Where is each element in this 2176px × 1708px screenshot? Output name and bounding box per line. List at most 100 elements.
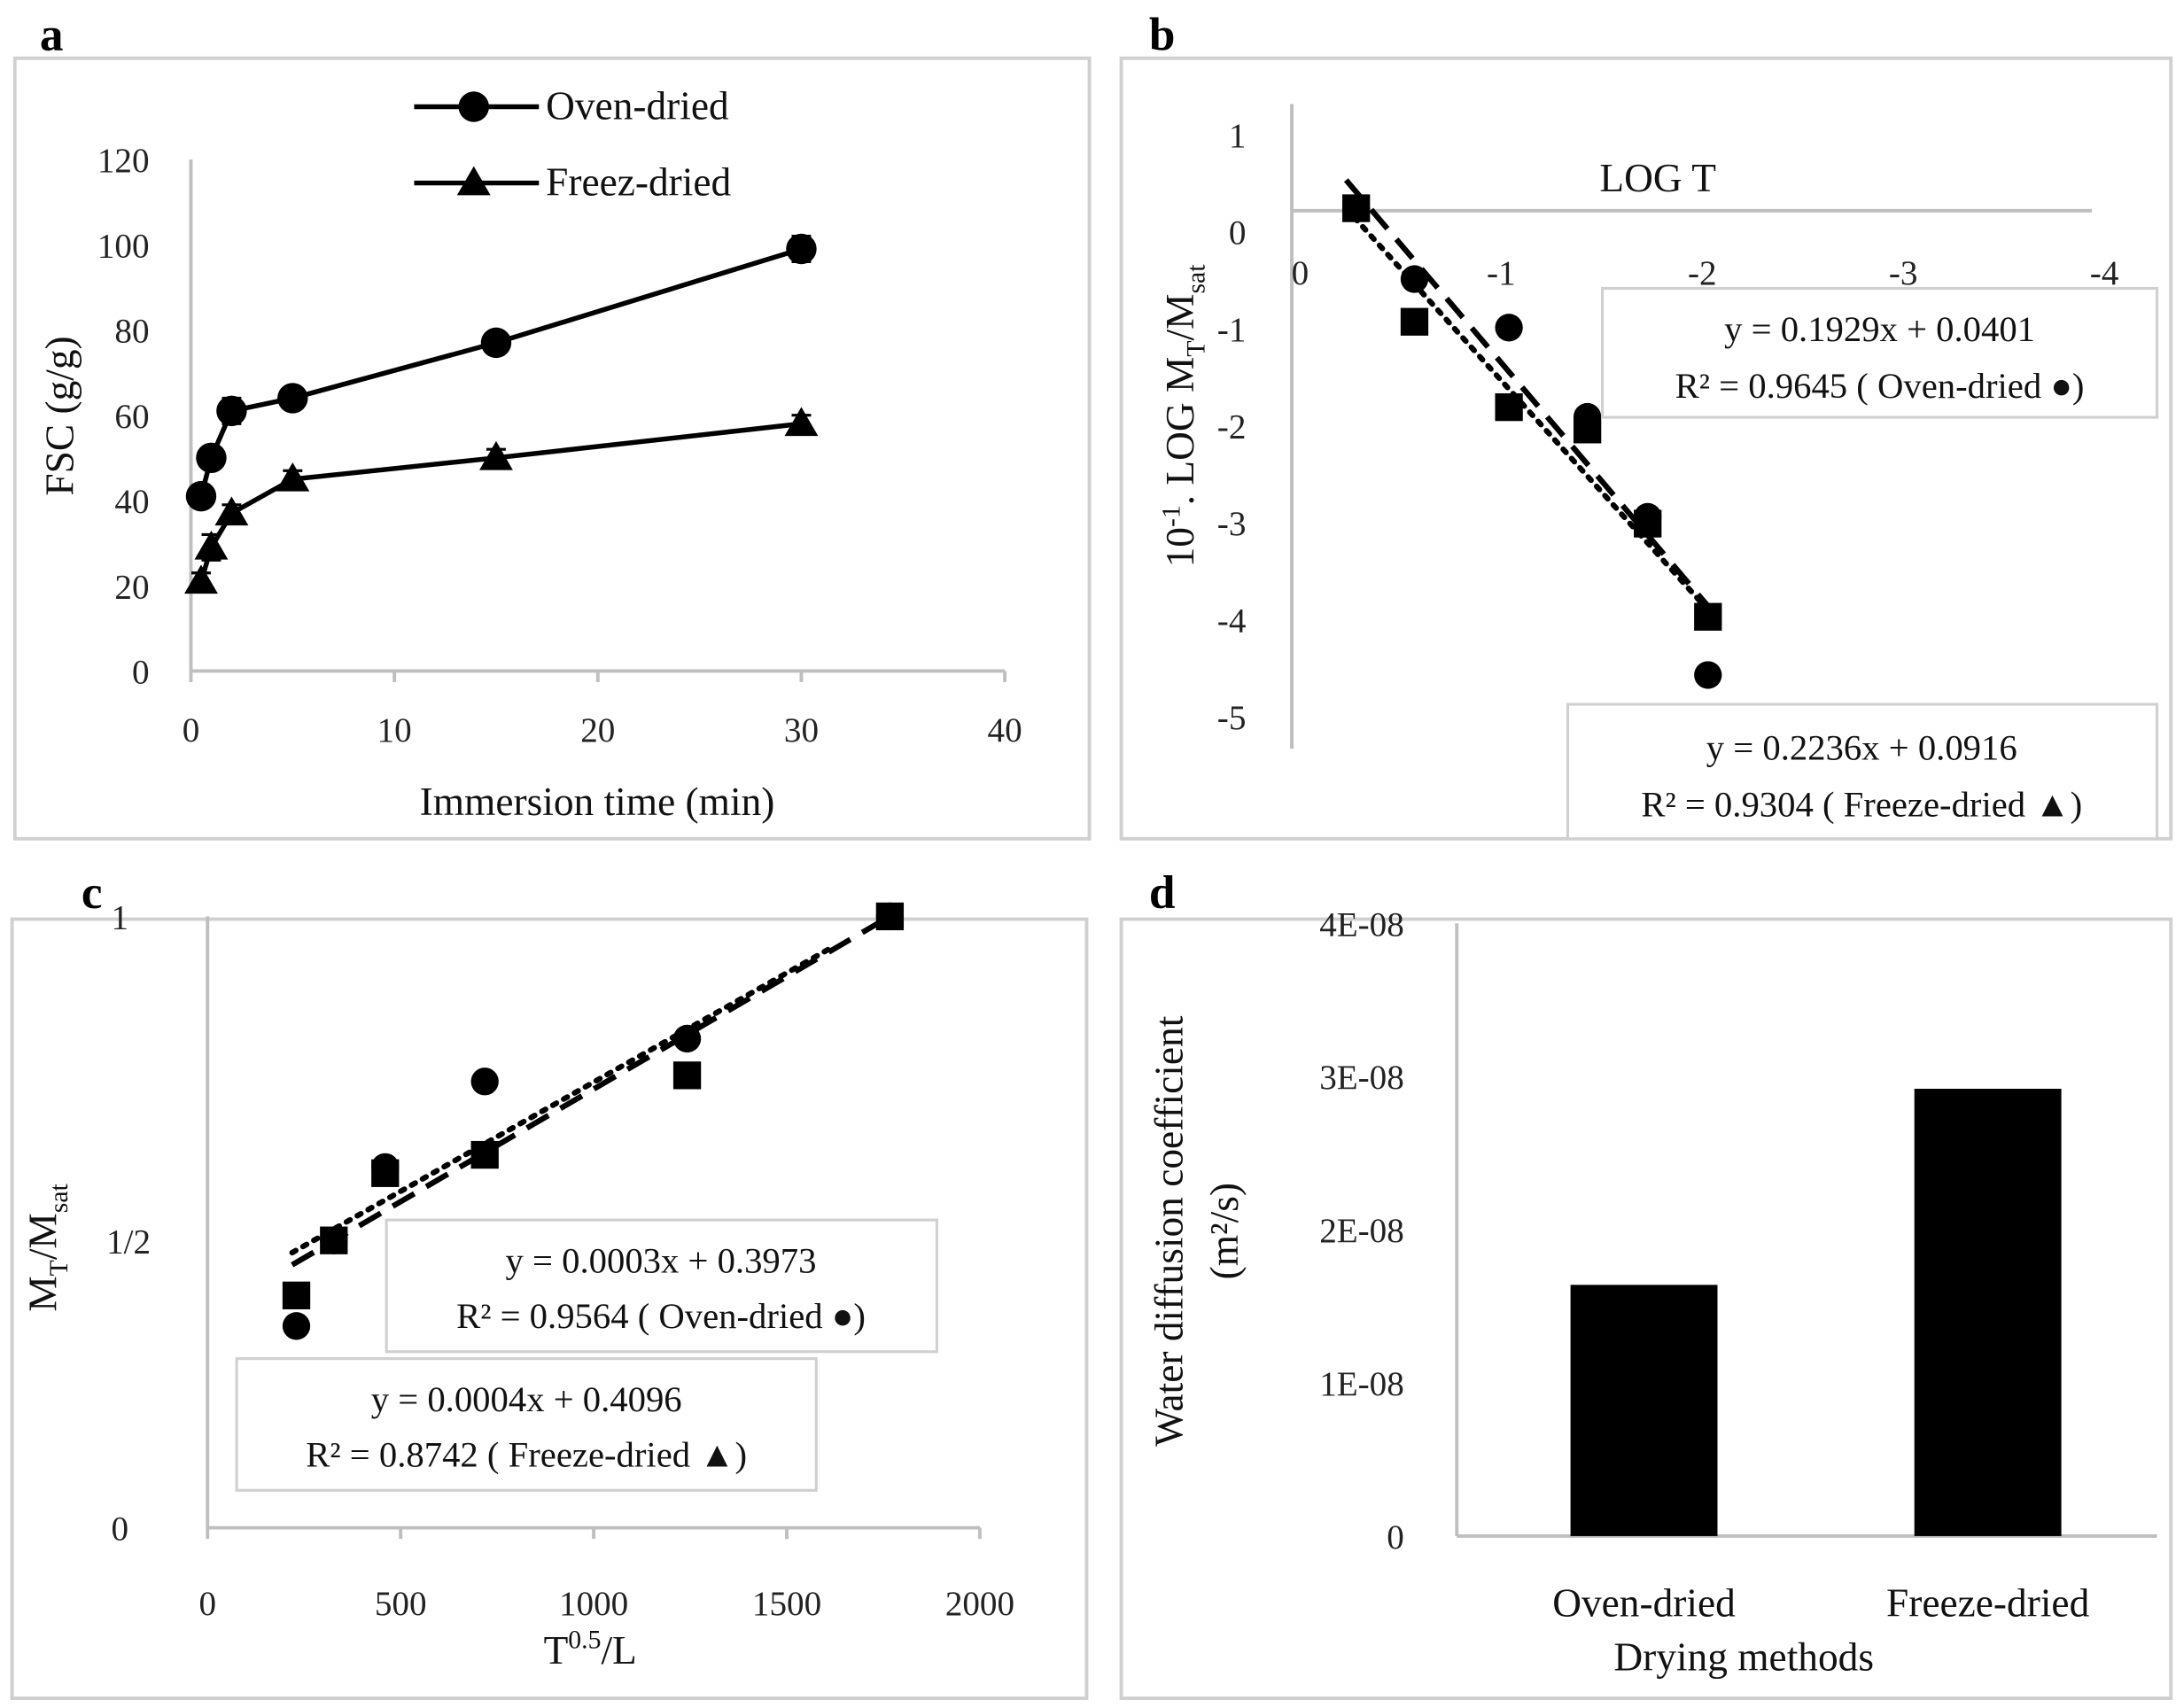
y-tick-label: -2 bbox=[1217, 408, 1247, 446]
panel-label-d: d bbox=[1149, 866, 1176, 919]
y-axis-unit-d: (m²/s) bbox=[1202, 1183, 1247, 1279]
equation-box-oven-c bbox=[385, 1218, 938, 1354]
x-tick-label: 0 bbox=[198, 1585, 216, 1623]
y-axis-title-d: Water diffusion coefficient bbox=[1146, 1015, 1191, 1446]
x-tick-label: 0 bbox=[1292, 254, 1309, 292]
y-axis-title-b: 10-1. LOG MT/Msat bbox=[1157, 264, 1210, 568]
data-point-square bbox=[875, 902, 905, 931]
panel-d: d 0 1E-08 2E-08 3E-08 4E-08 Oven-dried Freeze-… bbox=[1119, 866, 2173, 1701]
data-point bbox=[786, 233, 817, 265]
equation-box-oven-b bbox=[1601, 286, 2159, 419]
x-tick-label: 0 bbox=[183, 711, 200, 749]
data-point bbox=[185, 480, 217, 512]
data-point-square bbox=[1634, 509, 1662, 538]
panel-c: c 0 1/2 1 0 500 1000 1500 2000 MT/Msat T0.5/L y… bbox=[10, 866, 1089, 1701]
x-axis-title-a: Immersion time (min) bbox=[420, 780, 775, 824]
data-point bbox=[479, 440, 513, 470]
y-tick-label: -4 bbox=[1217, 602, 1247, 640]
data-point bbox=[214, 496, 249, 526]
panel-a-frame bbox=[12, 56, 1092, 841]
legend-marker-circle bbox=[458, 91, 489, 122]
equation-oven-b: y = 0.1929x + 0.0401 bbox=[1724, 309, 2035, 349]
x-category-label: Freeze-dried bbox=[1886, 1581, 2090, 1626]
y-tick-label: 60 bbox=[114, 398, 149, 436]
panel-a-plot: 0 20 40 60 80 100 120 0 10 20 30 40 bbox=[97, 91, 1022, 749]
x-axis-title-c: T0.5/L bbox=[544, 1626, 637, 1673]
data-point-square bbox=[1495, 392, 1523, 422]
data-point-circle bbox=[1495, 314, 1523, 342]
data-point-circle bbox=[470, 1068, 499, 1096]
data-point-circle bbox=[1400, 265, 1429, 293]
bar-oven-dried bbox=[1570, 1285, 1718, 1536]
trendline-dotted bbox=[289, 943, 836, 1256]
legend-freez-dried: Freez-dried bbox=[546, 160, 731, 205]
y-axis-title-c: MT/Msat bbox=[21, 1183, 74, 1311]
y-tick-label: 80 bbox=[114, 313, 149, 351]
data-point-square bbox=[371, 1159, 400, 1187]
x-tick-label: 20 bbox=[580, 711, 615, 749]
panel-label-c: c bbox=[82, 866, 103, 919]
r2-oven-c: R² = 0.9564 ( Oven-dried ●) bbox=[456, 1296, 866, 1336]
x-tick-label: 1500 bbox=[752, 1585, 821, 1623]
y-tick-label: 0 bbox=[112, 1510, 129, 1549]
y-tick-label: 1 bbox=[112, 899, 129, 937]
x-tick-label: 10 bbox=[377, 711, 412, 749]
equation-freeze-b: y = 0.2236x + 0.0916 bbox=[1706, 728, 2017, 768]
y-tick-label: -3 bbox=[1217, 505, 1247, 543]
data-point-circle bbox=[282, 1312, 311, 1340]
y-tick-label: 20 bbox=[114, 568, 149, 606]
y-tick-label: 0 bbox=[1387, 1518, 1404, 1557]
x-tick-label: -2 bbox=[1688, 254, 1717, 292]
r2-oven-b: R² = 0.9645 ( Oven-dried ●) bbox=[1675, 366, 2085, 406]
equation-box-freeze-b bbox=[1566, 703, 2159, 841]
data-point bbox=[784, 407, 819, 437]
r2-freeze-b: R² = 0.9304 ( Freeze-dried ▲) bbox=[1641, 785, 2082, 825]
x-tick-label: -1 bbox=[1487, 254, 1516, 292]
data-point-square bbox=[1694, 602, 1722, 631]
data-point bbox=[184, 564, 218, 594]
x-category-label: Oven-dried bbox=[1552, 1581, 1736, 1626]
data-point-square bbox=[1400, 307, 1429, 336]
x-axis-title-d: Drying methods bbox=[1613, 1635, 1874, 1680]
y-tick-label: 1/2 bbox=[106, 1223, 151, 1261]
data-point-circle bbox=[672, 1024, 702, 1053]
panel-c-plot: 0 1/2 1 0 500 1000 1500 2000 bbox=[106, 899, 1014, 1624]
data-point-square bbox=[1342, 194, 1371, 222]
r2-freeze-c: R² = 0.8742 ( Freeze-dried ▲) bbox=[306, 1435, 747, 1475]
x-axis-title-b: LOG T bbox=[1599, 156, 1716, 200]
y-tick-label: 1 bbox=[1229, 117, 1247, 155]
data-point-square bbox=[672, 1061, 702, 1090]
legend-oven-dried: Oven-dried bbox=[546, 84, 729, 128]
data-point-square bbox=[320, 1226, 348, 1254]
y-tick-label: 100 bbox=[97, 227, 150, 265]
data-point bbox=[480, 327, 512, 359]
x-tick-label: 1000 bbox=[559, 1585, 628, 1623]
data-point-square bbox=[1573, 415, 1602, 444]
trendline-dashed bbox=[1343, 178, 1711, 609]
y-tick-label: 0 bbox=[1229, 214, 1247, 252]
y-tick-label: 1E-08 bbox=[1319, 1365, 1404, 1403]
equation-box-freeze-c bbox=[235, 1357, 818, 1492]
x-tick-label: 30 bbox=[784, 711, 819, 749]
panel-label-a: a bbox=[40, 8, 64, 60]
data-point bbox=[196, 442, 227, 474]
data-point-square bbox=[282, 1281, 311, 1309]
x-tick-label: -3 bbox=[1889, 254, 1918, 292]
x-tick-label: 500 bbox=[375, 1585, 427, 1623]
data-point bbox=[276, 462, 310, 492]
legend-marker-triangle bbox=[456, 166, 491, 196]
y-tick-label: -5 bbox=[1217, 699, 1247, 737]
data-point bbox=[216, 395, 247, 427]
y-tick-label: 40 bbox=[114, 483, 149, 521]
data-point bbox=[194, 530, 229, 560]
x-tick-label: 2000 bbox=[945, 1585, 1014, 1623]
y-axis-title-a: FSC (g/g) bbox=[37, 336, 82, 495]
panel-b: b 1 0 -1 -2 -3 -4 -5 0 -1 -2 -3 -4 LOG T 10-1. LOG … bbox=[1119, 8, 2173, 841]
equation-oven-c: y = 0.0003x + 0.3973 bbox=[506, 1241, 817, 1281]
y-tick-label: -1 bbox=[1217, 311, 1247, 349]
data-point-circle bbox=[1694, 661, 1722, 689]
data-point bbox=[277, 383, 308, 414]
y-tick-label: 0 bbox=[132, 654, 150, 692]
panel-b-plot: 1 0 -1 -2 -3 -4 -5 0 -1 -2 -3 -4 bbox=[1217, 104, 2118, 749]
